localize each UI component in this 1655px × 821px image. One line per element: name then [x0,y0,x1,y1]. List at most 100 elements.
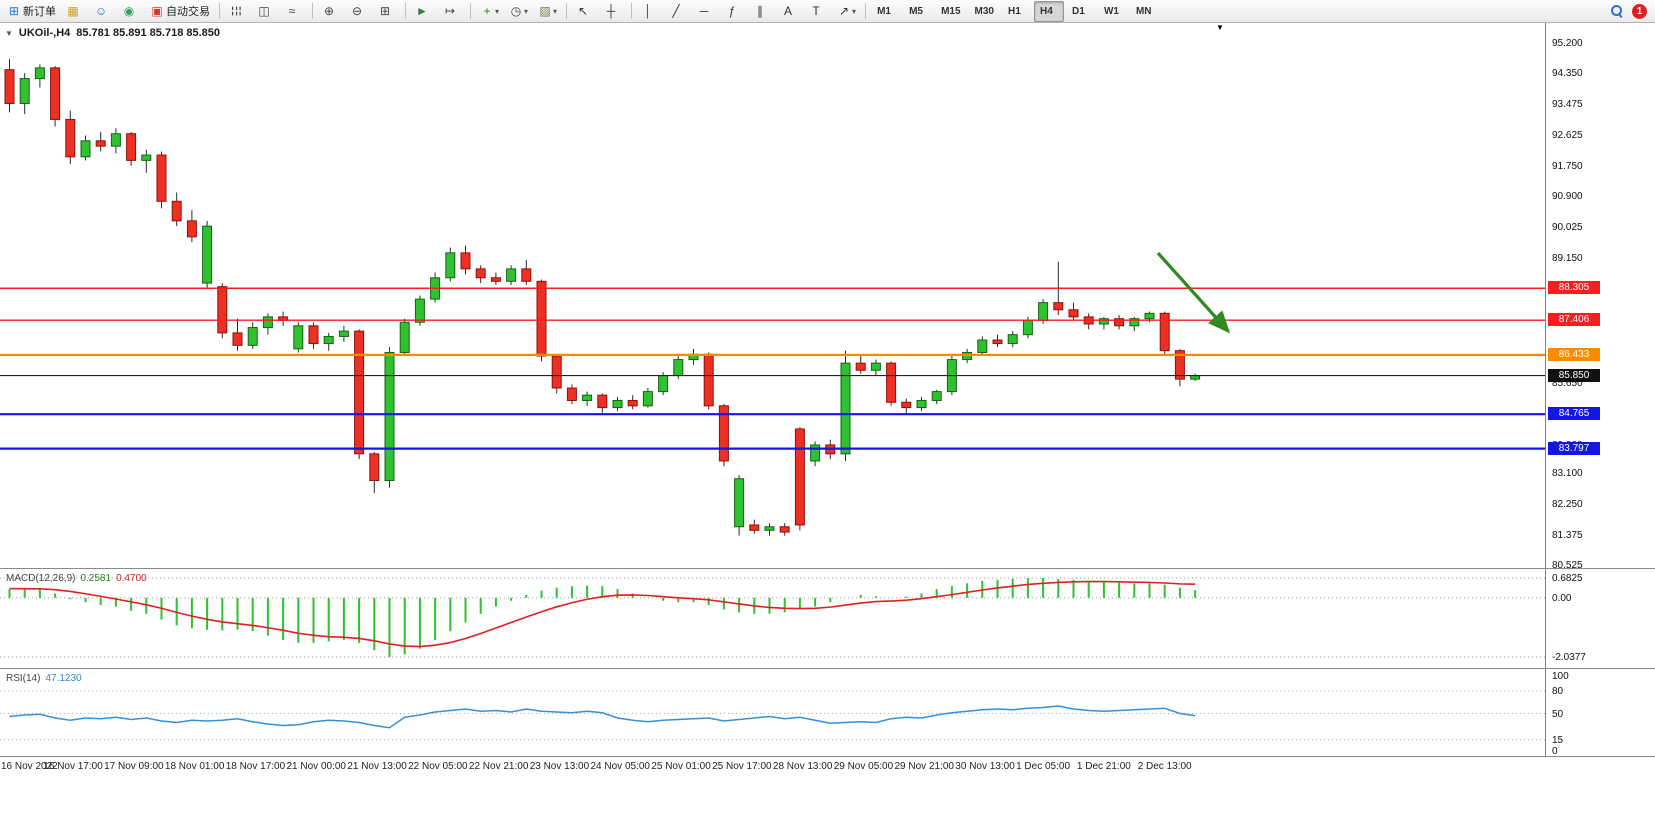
channel-button[interactable]: ∥ [749,1,775,22]
chart-shift-marker[interactable]: ▼ [1216,23,1224,32]
line-chart-button[interactable]: ≈ [281,1,307,22]
macd-value-signal: 0.4700 [116,573,147,584]
text-button[interactable]: A [777,1,803,22]
chart-shift-button[interactable]: ↦ [439,1,465,22]
rsi-panel[interactable]: RSI(14) 47.1230 100 80 50 15 0 [0,668,1655,757]
candle [901,398,912,415]
candle [642,388,653,408]
rsi-axis-label: 50 [1552,708,1564,720]
price-axis-label: 89.150 [1552,253,1583,265]
zoom-out-icon: ⊖ [351,4,363,18]
auto-scroll-icon: ► [416,4,428,18]
timeframe-m5[interactable]: M5 [903,1,933,22]
candle [490,272,501,285]
zoom-in-icon: ⊕ [323,4,335,18]
horizontal-line-button[interactable]: ─ [693,1,719,22]
time-axis-label: 17 Nov 09:00 [104,761,164,772]
charts-list-button[interactable]: ▦ [62,1,88,22]
candle [171,192,182,227]
candle [840,350,851,461]
price-axis-label: 80.525 [1552,559,1583,571]
profile-button[interactable]: ☺ [90,1,116,22]
time-axis-label: 1 Dec 05:00 [1016,761,1071,772]
price-axis-label: 93.475 [1552,99,1583,111]
candle-chart-icon: ◫ [258,4,270,18]
zoom-out-button[interactable]: ⊖ [346,1,372,22]
chart-menu-icon[interactable]: ▼ [5,28,13,38]
periods-button[interactable]: ◷ ▾ [505,1,532,22]
crosshair-button[interactable]: ┼ [600,1,626,22]
timeframe-h4[interactable]: H4 [1033,0,1064,22]
macd-axis-label: -2.0377 [1552,651,1586,663]
time-axis-label: 21 Nov 13:00 [347,761,407,772]
candle [627,395,638,410]
time-axis-label: 18 Nov 01:00 [164,761,225,772]
search-icon[interactable] [1610,4,1624,18]
fibonacci-button[interactable]: ƒ [721,1,747,22]
timeframe-w1[interactable]: W1 [1098,1,1128,22]
timeframe-m30[interactable]: M30 [969,1,1000,22]
main-chart-panel[interactable]: ▼ UKOil-,H4 85.781 85.891 85.718 85.850 … [0,23,1655,571]
timeframe-h1[interactable]: H1 [1002,1,1032,22]
auto-scroll-button[interactable]: ► [411,1,437,22]
timeframe-m30-label: M30 [974,5,994,17]
templates-button[interactable]: ▨ ▾ [534,1,561,22]
timeframe-mn-label: MN [1135,5,1152,17]
toolbar-separator [865,3,867,19]
caret-down-icon: ▾ [524,6,529,16]
cursor-button[interactable]: ↖ [572,1,598,22]
add-indicator-button[interactable]: + ▾ [476,1,503,22]
vertical-line-button[interactable]: │ [637,1,663,22]
time-axis-label: 23 Nov 13:00 [529,761,590,772]
candle [186,210,197,243]
candle [582,391,593,406]
macd-panel[interactable]: MACD(12,26,9) 0.2581 0.4700 0.6825 0.00 -2… [0,568,1655,669]
rsi-axis-label: 15 [1552,734,1564,746]
candle [688,348,699,365]
symbol-period-label: UKOil-,H4 [18,27,71,39]
candle [703,352,714,410]
candle [977,336,988,357]
candlestick-chart-button[interactable]: ◫ [253,1,279,22]
caret-down-icon: ▾ [553,6,558,16]
channel-icon: ∥ [757,4,764,18]
candle [323,332,334,351]
text-label-icon: T [812,4,820,18]
tile-windows-button[interactable]: ⊞ [374,1,400,22]
candle [65,110,76,164]
timeframe-d1[interactable]: D1 [1066,1,1096,22]
candlestick-chart[interactable] [0,23,1545,568]
candle [810,441,821,467]
trend-arrow[interactable] [1156,251,1231,334]
auto-trading-button[interactable]: ▣ 自动交易 [146,1,214,22]
macd-axis-label: 0.00 [1552,592,1572,604]
notification-badge[interactable]: 1 [1632,3,1647,19]
market-button[interactable]: ◉ [118,1,144,22]
candle [886,361,897,406]
price-axis-label: 85.650 [1552,377,1583,389]
candle [232,318,243,351]
candle [566,384,577,405]
chart-shift-icon: ↦ [444,4,456,18]
bar-chart-button[interactable]: ☷ [225,1,251,22]
zoom-in-button[interactable]: ⊕ [318,1,344,22]
arrows-button[interactable]: ↗ ▾ [833,1,860,22]
timeframe-mn[interactable]: MN [1130,1,1160,22]
candle [293,322,304,353]
candle [50,66,61,127]
macd-value-main: 0.2581 [80,573,112,584]
time-axis[interactable]: 16 Nov 2022 16 Nov 17:00 17 Nov 09:00 18 No… [0,756,1655,776]
timeframe-m1[interactable]: M1 [871,1,901,22]
candle [992,334,1003,348]
time-axis-label: 18 Nov 17:00 [225,761,286,772]
candle [506,265,517,285]
candle [1007,331,1018,348]
timeframe-m15[interactable]: M15 [935,1,966,22]
text-label-button[interactable]: T [805,1,831,22]
candle [278,311,289,326]
trendline-button[interactable]: ╱ [665,1,691,22]
ohlc-values: 85.781 85.891 85.718 85.850 [76,27,221,39]
candle [764,523,775,536]
new-order-button[interactable]: ⊞ 新订单 [3,1,60,22]
time-axis-label: 25 Nov 01:00 [651,761,711,772]
